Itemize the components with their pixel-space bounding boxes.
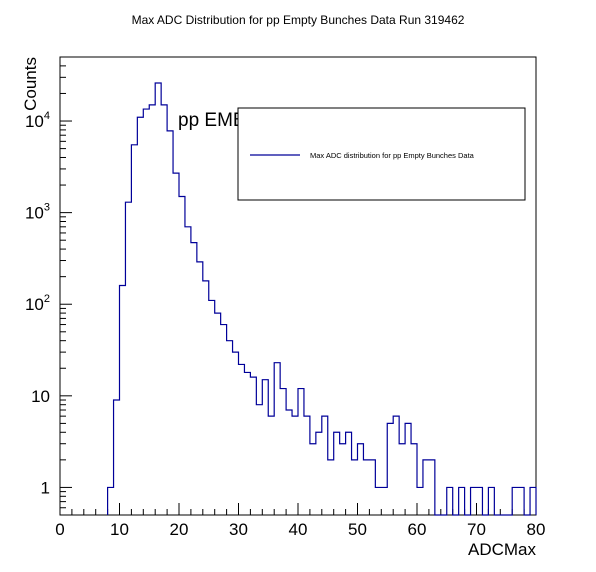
legend-box	[237, 107, 526, 201]
y-tick-label: 10	[31, 387, 50, 406]
y-tick-base: 10	[25, 295, 44, 314]
y-tick-base: 10	[25, 112, 44, 131]
y-tick-label: 104	[25, 110, 50, 131]
chart-title: Max ADC Distribution for pp Empty Bunche…	[132, 13, 465, 27]
x-tick-label: 50	[348, 520, 367, 539]
legend: Max ADC distribution for pp Empty Bunche…	[237, 107, 526, 201]
x-tick-label: 70	[467, 520, 486, 539]
y-tick-base: 10	[25, 204, 44, 223]
y-tick-label: 102	[25, 293, 50, 314]
y-tick-label: 1	[41, 478, 50, 497]
x-tick-label: 0	[55, 520, 64, 539]
x-axis-label: ADCMax	[468, 540, 537, 559]
x-tick-label: 60	[408, 520, 427, 539]
y-axis-label: Counts	[21, 57, 40, 111]
y-tick-exponent: 4	[44, 110, 50, 122]
y-tick-exponent: 2	[44, 293, 50, 305]
x-tick-label: 40	[289, 520, 308, 539]
x-tick-label: 30	[229, 520, 248, 539]
x-tick-label: 20	[170, 520, 189, 539]
x-tick-label: 80	[527, 520, 546, 539]
y-tick-base: 1	[41, 478, 50, 497]
y-tick-exponent: 3	[44, 202, 50, 214]
legend-entry-label: Max ADC distribution for pp Empty Bunche…	[310, 151, 475, 160]
y-tick-base: 10	[31, 387, 50, 406]
histogram-series-line	[107, 82, 537, 516]
x-tick-label: 10	[110, 520, 129, 539]
y-tick-label: 103	[25, 202, 50, 223]
x-axis-ticks: 0 10 20 30 40 50 60 70 80	[55, 503, 545, 539]
